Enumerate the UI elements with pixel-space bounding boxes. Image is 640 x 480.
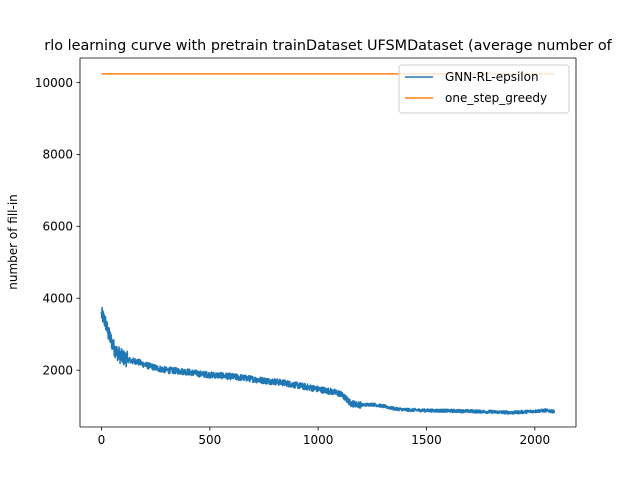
y-tick-label: 4000 — [42, 292, 73, 306]
legend-label-gnn-rl-epsilon: GNN-RL-epsilon — [445, 70, 539, 84]
y-axis: 2000 4000 6000 8000 10000 — [35, 76, 80, 377]
x-tick-label: 0 — [98, 433, 106, 447]
x-tick-label: 1500 — [411, 433, 442, 447]
chart-title: rlo learning curve with pretrain trainDa… — [44, 38, 612, 54]
y-axis-title: number of fill-in — [6, 194, 20, 290]
plot-area — [80, 58, 576, 427]
x-tick-label: 1000 — [303, 433, 334, 447]
legend: GNN-RL-epsilon one_step_greedy — [398, 64, 570, 114]
series-line-gnn-rl-epsilon — [100, 306, 556, 415]
y-tick-label: 10000 — [35, 76, 73, 90]
axes-frame — [79, 57, 577, 428]
x-axis: 0 500 1000 1500 2000 — [98, 427, 550, 447]
x-tick-label: 2000 — [520, 433, 551, 447]
y-tick-label: 6000 — [42, 220, 73, 234]
legend-label-one-step-greedy: one_step_greedy — [445, 91, 547, 105]
y-tick-label: 8000 — [42, 148, 73, 162]
y-tick-label: 2000 — [42, 363, 73, 377]
legend-box — [398, 64, 570, 114]
x-tick-label: 500 — [198, 433, 221, 447]
